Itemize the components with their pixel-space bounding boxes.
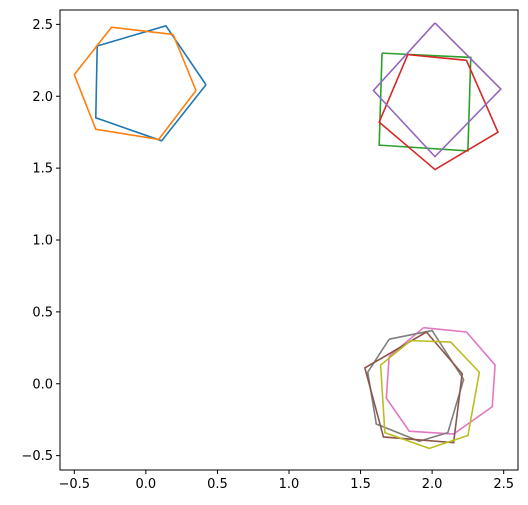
y-tick-label: 2.5: [32, 18, 53, 33]
x-tick-label: 2.0: [422, 477, 443, 492]
series-layer: [73, 22, 502, 450]
series-polygon-4: [378, 53, 499, 171]
y-tick-label: 1.5: [32, 162, 53, 177]
plot-frame: [59, 9, 519, 471]
x-tick-label: 0.0: [136, 477, 157, 492]
x-tick-label: 1.0: [279, 477, 300, 492]
x-tick-label: 1.5: [350, 477, 371, 492]
series-polygon-9: [379, 339, 481, 450]
x-tick-label: 0.5: [207, 477, 228, 492]
y-tick-label: 0.0: [32, 377, 53, 392]
series-polygon-5: [372, 22, 502, 158]
y-tick-label: 2.0: [32, 90, 53, 105]
series-polygon-2: [73, 26, 197, 141]
y-tick-label: 0.5: [32, 305, 53, 320]
y-axis: −0.5 0.0 0.5 1.0 1.5 2.0 2.5: [21, 18, 60, 464]
series-polygon-1: [94, 24, 207, 142]
series-polygon-6: [385, 326, 496, 435]
x-tick-label: −0.5: [59, 477, 91, 492]
x-axis: −0.5 0.0 0.5 1.0 1.5 2.0 2.5: [59, 470, 514, 492]
series-polygon-8: [363, 331, 464, 444]
x-tick-label: 2.5: [493, 477, 514, 492]
y-tick-label: 1.0: [32, 234, 53, 249]
series-polygon-3: [378, 52, 472, 152]
y-tick-label: −0.5: [21, 449, 53, 464]
